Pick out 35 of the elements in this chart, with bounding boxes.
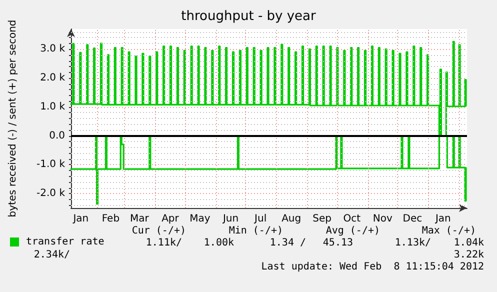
- text: 1.11k/: [146, 238, 182, 248]
- x-tick-label: May: [190, 214, 210, 224]
- x-tick-label: Feb: [102, 214, 120, 224]
- text: 1.13k/: [394, 238, 431, 248]
- x-tick-label: Jul: [254, 214, 267, 224]
- text: Last update: Wed Feb 8 11:15:04 2012: [261, 262, 484, 272]
- x-tick-label: Mar: [130, 214, 150, 224]
- text: Max (-/+): [422, 226, 476, 236]
- x-tick-label: Jan: [434, 214, 451, 224]
- y-axis-title: bytes received (-) / sent (+) per second: [8, 20, 18, 218]
- text: Avg (-/+): [326, 226, 380, 236]
- text: Cur (-/+): [132, 226, 186, 236]
- y-tick-label: 3.0 k: [40, 44, 66, 55]
- x-tick-label: Sep: [312, 214, 332, 224]
- x-tick-label: Aug: [282, 214, 302, 224]
- y-tick-label: -1.0 k: [36, 159, 66, 170]
- x-tick-label: Jan: [72, 214, 89, 224]
- text: 1.34 /: [270, 238, 306, 248]
- y-tick-label: 0.0: [49, 130, 65, 142]
- text: 3.22k: [454, 250, 484, 260]
- chart-title: throughput - by year: [181, 9, 316, 24]
- x-tick-label: Apr: [162, 214, 180, 224]
- x-tick-label: Oct: [343, 214, 361, 224]
- x-tick-label: Dec: [402, 214, 422, 224]
- text: 2.34k/: [34, 250, 70, 260]
- text: 45.13: [322, 238, 354, 248]
- y-tick-label: -2.0 k: [36, 188, 66, 200]
- y-tick-label: 1.0 k: [40, 101, 66, 112]
- text: 1.04k: [454, 238, 484, 248]
- y-tick-label: 2.0 k: [40, 72, 66, 84]
- x-tick-label: Nov: [372, 214, 392, 224]
- text: Min (-/+): [228, 226, 284, 236]
- legend-label: transfer rate: [26, 236, 104, 248]
- text: 1.00k: [204, 238, 234, 248]
- x-tick-label: Jun: [222, 214, 239, 224]
